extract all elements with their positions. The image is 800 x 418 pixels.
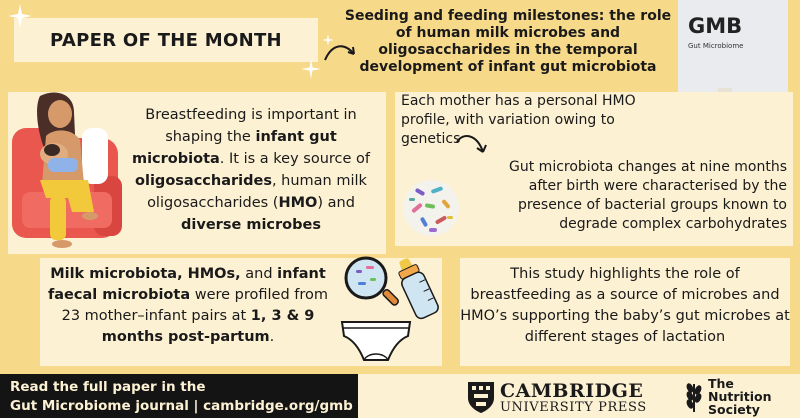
- methods-segment: and: [240, 266, 278, 282]
- journal-name: Gut Microbiome: [688, 42, 744, 50]
- cambridge-name: CAMBRIDGE: [500, 380, 644, 402]
- breastfeeding-panel: Breastfeeding is important in shaping th…: [8, 92, 386, 254]
- university-press: UNIVERSITY PRESS: [500, 400, 647, 415]
- breastfeeding-segment: oligosaccharides: [135, 173, 272, 189]
- breastfeeding-text: Breastfeeding is important in shaping th…: [126, 104, 376, 236]
- methods-segment: 1, 3 & 9 months post-partum: [101, 308, 315, 345]
- breastfeeding-segment: diverse microbes: [181, 217, 321, 233]
- methods-segment: .: [269, 329, 275, 345]
- ns-word: Nutrition: [708, 389, 772, 404]
- hmo-profile-text: Each mother has a personal HMO profile, …: [401, 93, 636, 147]
- methods-segment: were profiled from 23 mother–infant pair…: [61, 287, 329, 324]
- sparkle-icon: [322, 34, 334, 46]
- breastfeeding-mother-illustration: [12, 92, 122, 248]
- journal-abbrev: GMB: [688, 14, 743, 38]
- wheat-icon: [686, 383, 702, 412]
- cambridge-logo: CAMBRIDGE UNIVERSITY PRESS: [462, 380, 652, 415]
- conclusion-panel: This study highlights the role of breast…: [460, 258, 790, 366]
- cambridge-shield-icon: [468, 382, 494, 413]
- ns-word: Society: [708, 402, 760, 417]
- paper-of-the-month-label: PAPER OF THE MONTH: [14, 18, 318, 62]
- curved-arrow-icon: [324, 45, 355, 61]
- ns-word: The: [708, 376, 734, 391]
- curved-arrow-icon: [456, 135, 487, 153]
- sparkle-icon: [301, 59, 321, 79]
- breastfeeding-segment: ) and: [317, 195, 355, 211]
- journal-link[interactable]: Gut Microbiome journal | cambridge.org/g…: [10, 398, 353, 414]
- conclusion-text: This study highlights the role of breast…: [460, 266, 790, 345]
- methods-panel: Milk microbiota, HMOs, and infant faecal…: [40, 256, 442, 366]
- read-paper-line1: Read the full paper in the: [10, 379, 206, 395]
- microbes-icon: [403, 180, 459, 236]
- methods-segment: Milk microbiota, HMOs,: [50, 266, 241, 282]
- breastfeeding-segment: , human milk oligosaccharides (: [147, 173, 367, 211]
- footer: Read the full paper in the Gut Microbiom…: [0, 374, 800, 418]
- breastfeeding-segment: HMO: [278, 195, 318, 211]
- nutrition-society-name: The Nutrition Society: [708, 377, 772, 416]
- diaper-icon: [340, 321, 412, 361]
- baby-bottle-icon: [398, 258, 439, 320]
- hmo-profile-panel: Each mother has a personal HMO profile, …: [395, 92, 793, 246]
- sparkle-icon: [8, 4, 32, 28]
- paper-title: Seeding and feeding milestones: the role…: [344, 8, 672, 75]
- nine-months-text: Gut microbiota changes at nine months af…: [509, 159, 787, 232]
- methods-text: Milk microbiota, HMOs, and infant faecal…: [40, 264, 336, 348]
- breastfeeding-segment: infant gut microbiota: [131, 129, 337, 167]
- magnifying-glass-icon: [344, 256, 399, 306]
- breastfeeding-segment: . It is a key source of: [219, 151, 371, 167]
- methods-segment: infant faecal microbiota: [47, 266, 326, 303]
- breastfeeding-segment: Breastfeeding is important in shaping th…: [145, 107, 357, 145]
- nutrition-society-logo: The Nutrition Society: [680, 376, 790, 416]
- read-paper-banner[interactable]: Read the full paper in the Gut Microbiom…: [0, 374, 358, 418]
